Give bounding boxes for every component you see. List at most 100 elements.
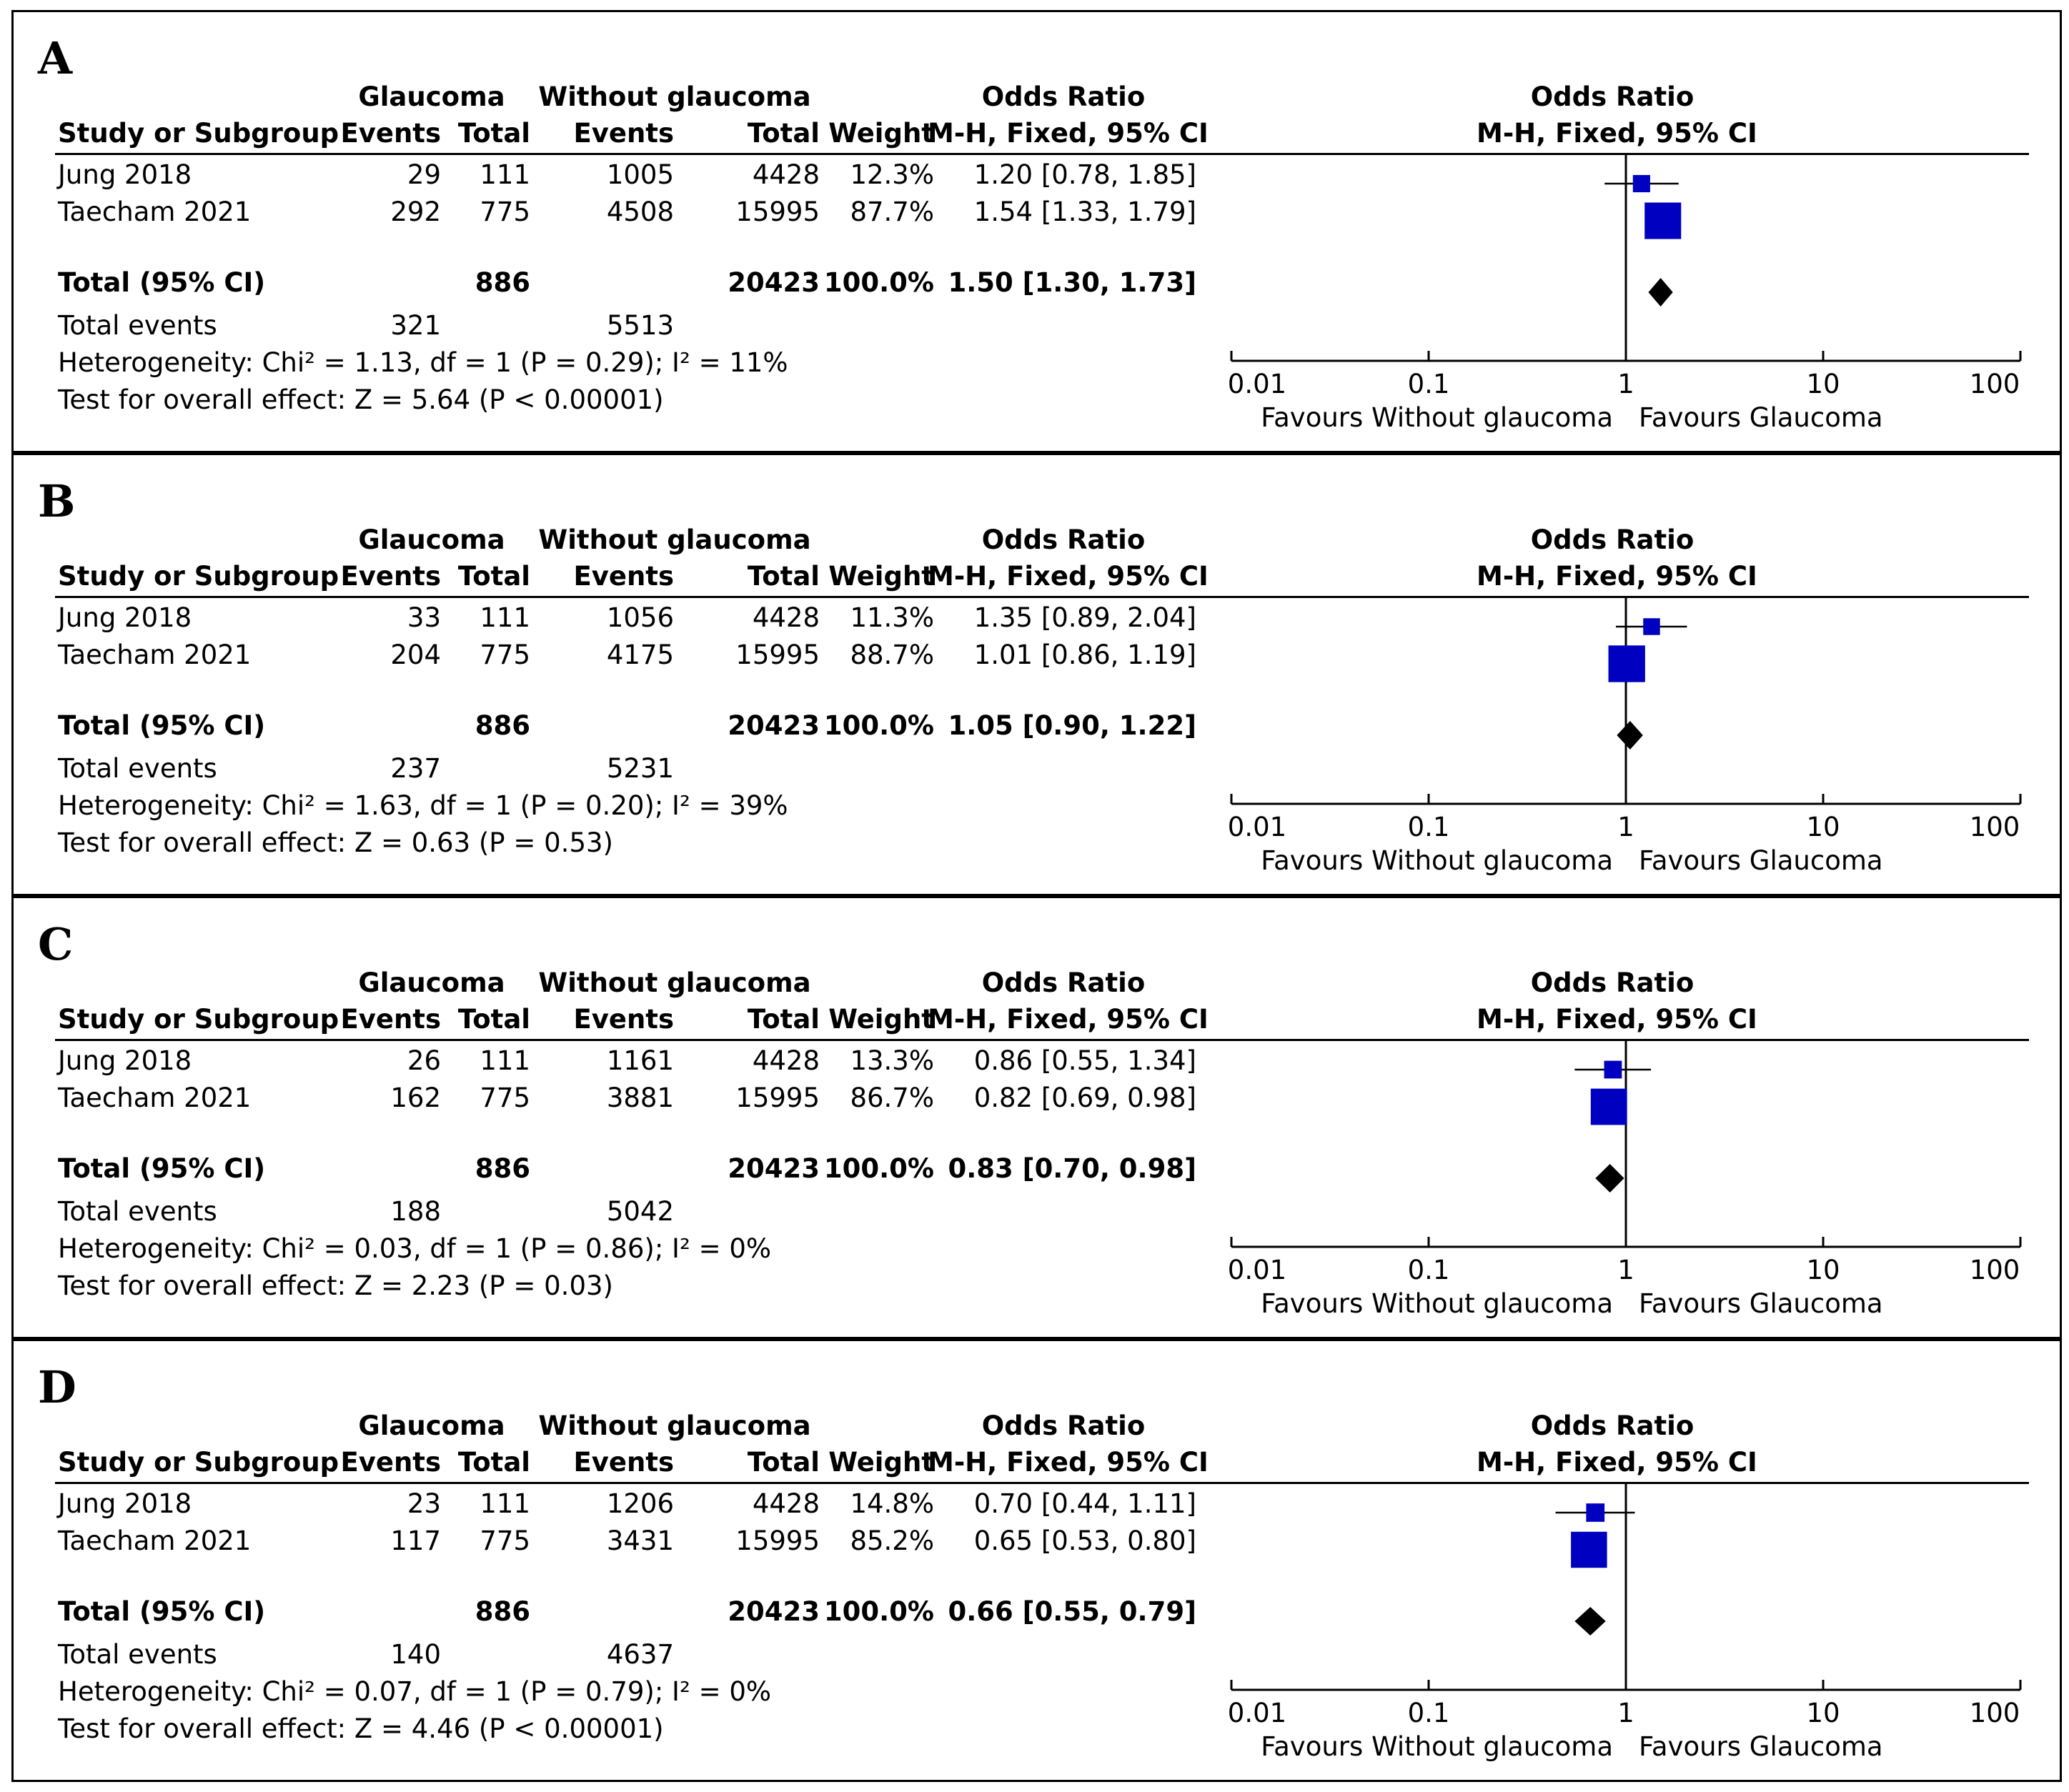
study-marker <box>1608 645 1645 682</box>
favours-left-label: Favours Without glaucoma <box>1261 1288 1613 1319</box>
panel-letter: C <box>38 918 74 970</box>
favours-left-label: Favours Without glaucoma <box>1261 402 1613 433</box>
header-total1: Total <box>457 118 530 149</box>
header-group1: Glaucoma <box>358 1410 505 1441</box>
events-glaucoma: 204 <box>390 639 441 670</box>
x-tick-label: 100 <box>1970 369 2020 399</box>
total-events-label: Total events <box>58 1639 217 1670</box>
total-glaucoma: 886 <box>475 1153 530 1184</box>
x-tick-label: 10 <box>1806 1698 1840 1728</box>
total-events-control: 4637 <box>606 1639 674 1670</box>
weight: 86.7% <box>850 1082 934 1113</box>
pooled-diamond <box>1595 1164 1624 1193</box>
header-total2: Total <box>747 118 820 149</box>
x-tick-label: 0.1 <box>1408 1698 1450 1728</box>
overall-effect-text: Test for overall effect: Z = 4.46 (P < 0… <box>58 1713 664 1744</box>
x-tick-label: 100 <box>1970 1698 2020 1728</box>
header-study: Study or Subgroup <box>58 1004 339 1035</box>
forest-panel-a: A Glaucoma Without glaucoma Odds Ratio Odds … <box>11 10 2062 453</box>
study-marker <box>1571 1531 1607 1568</box>
total-control: 15995 <box>735 1082 820 1113</box>
events-glaucoma: 26 <box>407 1045 441 1076</box>
heterogeneity-text: Heterogeneity: Chi² = 0.07, df = 1 (P = … <box>58 1676 772 1707</box>
pooled-odds-ratio-ci: 1.05 [0.90, 1.22] <box>948 710 1196 741</box>
header-plot-method: M-H, Fixed, 95% CI <box>1477 561 1757 592</box>
odds-ratio-ci: 0.86 [0.55, 1.34] <box>973 1045 1196 1076</box>
x-tick-label: 100 <box>1970 1255 2020 1285</box>
x-tick-label: 0.1 <box>1408 812 1450 842</box>
header-plot-method: M-H, Fixed, 95% CI <box>1477 1447 1757 1478</box>
total-events-label: Total events <box>58 1196 217 1227</box>
total-control: 20423 <box>728 1153 820 1184</box>
header-total2: Total <box>747 1447 820 1478</box>
weight: 85.2% <box>850 1525 934 1556</box>
total-weight: 100.0% <box>823 267 934 298</box>
total-control: 15995 <box>735 639 820 670</box>
favours-right-label: Favours Glaucoma <box>1639 1288 1883 1319</box>
overall-effect-text: Test for overall effect: Z = 2.23 (P = 0… <box>58 1270 613 1301</box>
header-total2: Total <box>747 1004 820 1035</box>
x-tick-label: 1 <box>1617 369 1634 399</box>
x-tick-label: 10 <box>1806 369 1840 399</box>
total-glaucoma: 111 <box>480 1045 530 1076</box>
odds-ratio-ci: 1.35 [0.89, 2.04] <box>973 602 1196 633</box>
favours-right-label: Favours Glaucoma <box>1639 402 1883 433</box>
events-glaucoma: 117 <box>390 1525 441 1556</box>
events-glaucoma: 33 <box>407 602 441 633</box>
header-group2: Without glaucoma <box>538 1410 811 1441</box>
events-control: 4175 <box>606 639 674 670</box>
x-tick-label: 1 <box>1617 1255 1634 1285</box>
header-plot-title: Odds Ratio <box>1530 524 1695 555</box>
header-divider <box>55 153 2029 155</box>
x-tick-label: 0.1 <box>1408 1255 1450 1285</box>
total-events-glaucoma: 237 <box>390 753 441 784</box>
forest-plot-a: 0.01 0.1 1 10 100 Favours Without glaucoma Fav… <box>1228 154 2022 433</box>
total-weight: 100.0% <box>823 1153 934 1184</box>
total-control: 4428 <box>752 1488 820 1519</box>
total-events-control: 5231 <box>606 753 674 784</box>
events-control: 3881 <box>606 1082 674 1113</box>
pooled-odds-ratio-ci: 1.50 [1.30, 1.73] <box>948 267 1196 298</box>
heterogeneity-text: Heterogeneity: Chi² = 0.03, df = 1 (P = … <box>58 1233 772 1264</box>
odds-ratio-ci: 1.20 [0.78, 1.85] <box>973 159 1196 190</box>
forest-panel-d: D Glaucoma Without glaucoma Odds Ratio Odds … <box>11 1339 2062 1782</box>
total-control: 20423 <box>728 1596 820 1627</box>
events-control: 3431 <box>606 1525 674 1556</box>
x-tick-label: 1 <box>1617 1698 1634 1728</box>
weight: 87.7% <box>850 196 934 227</box>
study-name: Jung 2018 <box>58 1045 192 1076</box>
weight: 14.8% <box>850 1488 934 1519</box>
header-study: Study or Subgroup <box>58 118 339 149</box>
header-plot-title: Odds Ratio <box>1530 81 1695 112</box>
favours-right-label: Favours Glaucoma <box>1639 845 1883 876</box>
total-glaucoma: 775 <box>480 196 530 227</box>
header-weight: Weight <box>828 1447 934 1478</box>
odds-ratio-ci: 0.82 [0.69, 0.98] <box>973 1082 1196 1113</box>
header-weight: Weight <box>828 1004 934 1035</box>
x-tick-label: 10 <box>1806 812 1840 842</box>
total-label: Total (95% CI) <box>58 710 266 741</box>
events-glaucoma: 23 <box>407 1488 441 1519</box>
header-group2: Without glaucoma <box>538 967 811 998</box>
header-method: M-H, Fixed, 95% CI <box>928 1004 1209 1035</box>
panel-letter: D <box>38 1361 76 1413</box>
study-name: Taecham 2021 <box>58 1082 252 1113</box>
total-glaucoma: 111 <box>480 602 530 633</box>
header-group1: Glaucoma <box>358 81 505 112</box>
study-name: Taecham 2021 <box>58 1525 252 1556</box>
favours-right-label: Favours Glaucoma <box>1639 1731 1883 1762</box>
header-total1: Total <box>457 1004 530 1035</box>
study-name: Taecham 2021 <box>58 196 252 227</box>
total-events-glaucoma: 321 <box>390 310 441 341</box>
forest-plot-d: 0.01 0.1 1 10 100 Favours Without glaucoma Fav… <box>1228 1483 2022 1762</box>
x-tick-label: 1 <box>1617 812 1634 842</box>
header-divider <box>55 1039 2029 1041</box>
total-control: 4428 <box>752 159 820 190</box>
header-method: M-H, Fixed, 95% CI <box>928 1447 1209 1478</box>
study-name: Jung 2018 <box>58 159 192 190</box>
header-or: Odds Ratio <box>981 524 1146 555</box>
forest-panel-b: B Glaucoma Without glaucoma Odds Ratio Odds … <box>11 453 2062 896</box>
header-total1: Total <box>457 1447 530 1478</box>
header-total1: Total <box>457 561 530 592</box>
odds-ratio-ci: 0.65 [0.53, 0.80] <box>973 1525 1196 1556</box>
